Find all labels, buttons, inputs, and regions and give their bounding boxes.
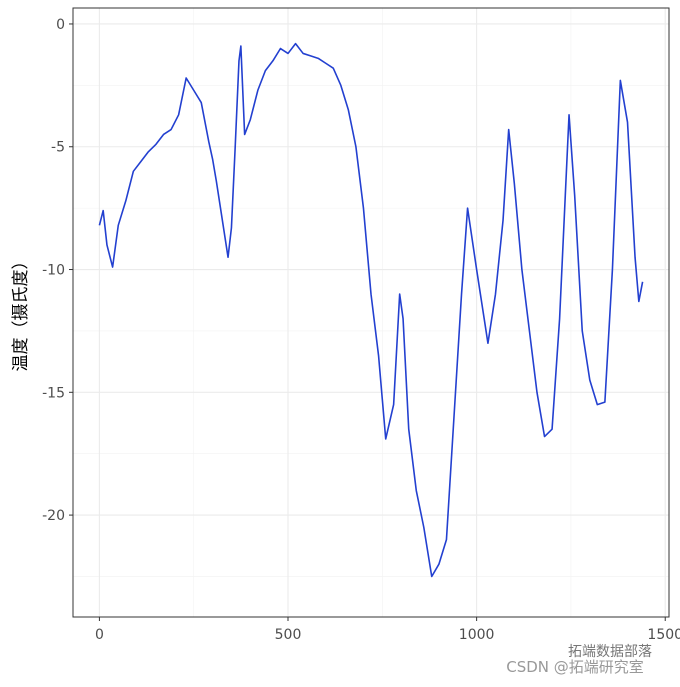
y-tick-label: 0	[56, 17, 65, 33]
x-tick-label: 500	[275, 627, 302, 643]
panel-border	[72, 7, 670, 618]
panel	[73, 8, 669, 617]
y-tick-label: -20	[42, 508, 65, 524]
y-tick-label: -15	[42, 385, 65, 401]
x-tick-label: 0	[95, 627, 104, 643]
y-tick-label: -5	[51, 140, 65, 156]
x-tick-label: 1500	[647, 627, 680, 643]
y-tick-label: -10	[42, 263, 65, 279]
watermark: 拓端数据部落	[568, 644, 652, 660]
y-axis-label: 温度（摄氏度）	[11, 253, 31, 372]
watermark: CSDN @拓端研究室	[506, 658, 644, 676]
data-line	[98, 42, 644, 578]
x-tick-label: 1000	[459, 627, 495, 643]
